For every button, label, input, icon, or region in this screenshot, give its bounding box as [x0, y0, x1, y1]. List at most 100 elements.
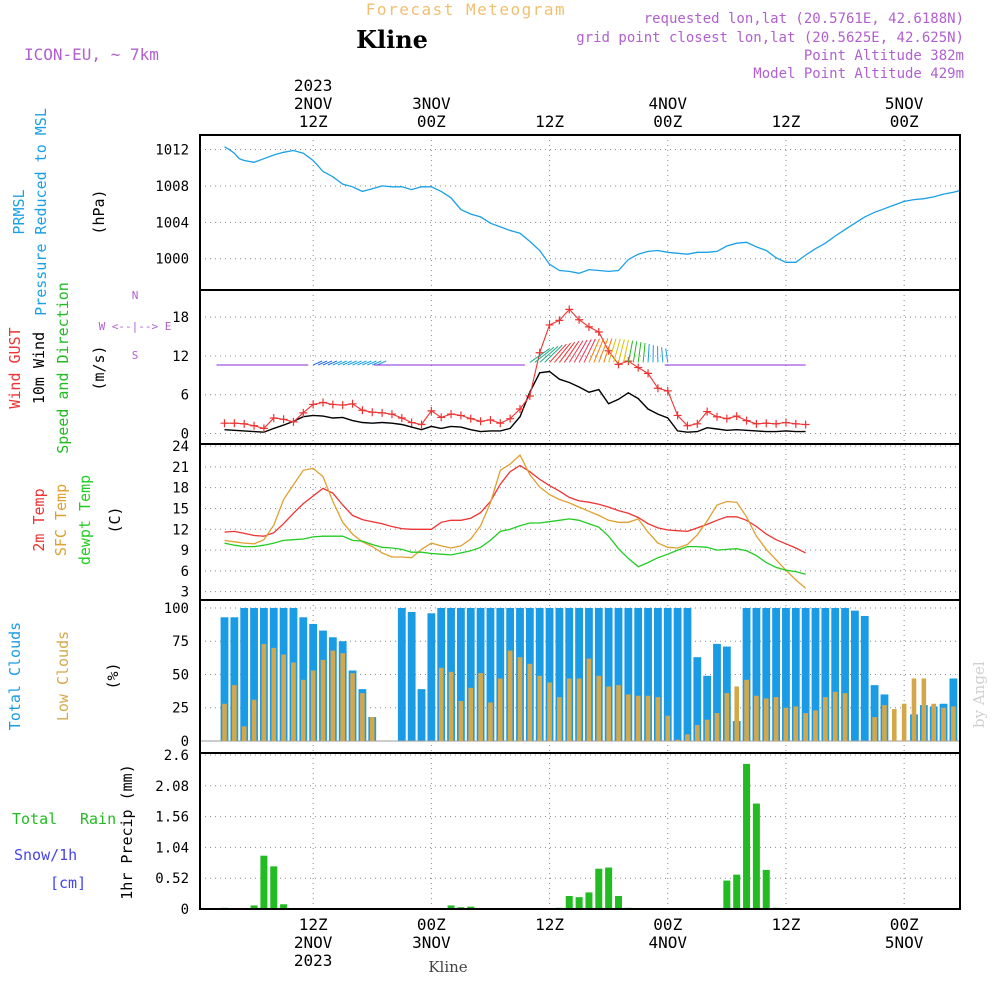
low-cloud-bar — [892, 709, 897, 741]
wind-direction-arrow — [539, 345, 559, 363]
y-tick-label: 9 — [181, 543, 189, 559]
forecast-title: Forecast Meteogram — [366, 0, 566, 19]
precip-axis-title: 1hr Precip (mm) — [118, 764, 136, 899]
wind-direction-arrow — [583, 338, 596, 363]
wind-direction-arrow — [642, 343, 646, 363]
gust-marker — [466, 414, 475, 423]
low-cloud-bar — [951, 706, 956, 741]
legend-rain: Rain — [80, 810, 116, 828]
total-cloud-bar — [397, 607, 406, 741]
total-cloud-bar — [407, 611, 416, 741]
total-cloud-axis-title: Total Clouds — [6, 622, 24, 730]
gust-axis-title: Wind GUST — [6, 327, 24, 408]
total-cloud-bar — [466, 607, 475, 741]
panel-frame — [199, 289, 961, 445]
total-cloud-bar — [782, 607, 790, 741]
gust-marker — [594, 328, 603, 337]
y-tick-label: 1.04 — [155, 840, 189, 856]
total-cloud-bar — [545, 607, 554, 741]
gust-marker — [476, 417, 485, 426]
low-cloud-bar — [941, 707, 946, 741]
precip-bar — [743, 763, 751, 908]
y-tick-label: 50 — [172, 667, 189, 683]
precip-bar — [723, 880, 731, 908]
y-tick-label: 25 — [172, 701, 189, 717]
y-tick-label: 75 — [172, 634, 189, 650]
pressure-axis-subtitle: Pressure Reduced to MSL — [32, 108, 50, 316]
gust-marker — [496, 419, 505, 428]
y-tick-label: 0 — [181, 734, 189, 750]
top-time-label: 00Z — [890, 112, 919, 131]
bottom-time-label: 2023 — [294, 951, 333, 970]
total-cloud-bar — [496, 607, 505, 741]
wind-direction-arrow — [534, 346, 555, 363]
y-tick-label: 3 — [181, 585, 189, 601]
wind-direction-arrow — [559, 341, 576, 363]
precip-bar — [457, 907, 465, 908]
low-cloud-bar — [832, 691, 838, 741]
low-cloud-bar — [586, 658, 592, 741]
gust-marker — [299, 408, 308, 417]
total-cloud-bar — [299, 617, 308, 741]
location-title: Kline — [356, 25, 428, 54]
model-label: ICON-EU, ~ 7km — [24, 45, 159, 64]
top-time-label: 00Z — [653, 112, 682, 131]
low-cloud-bar — [360, 693, 365, 741]
wind-axis-title: 10m Wind — [30, 332, 48, 404]
watermark: by Angel — [970, 661, 988, 728]
wind-direction-arrow — [342, 360, 352, 366]
precip-bar — [260, 855, 268, 908]
wind-direction-arrow — [608, 338, 617, 363]
wind-direction-arrow — [376, 360, 387, 366]
y-tick-label: 1004 — [155, 215, 189, 231]
precip-bar — [221, 907, 228, 908]
wind-direction-arrow — [613, 338, 621, 363]
gust-marker — [791, 419, 800, 428]
wind-direction-arrow — [549, 343, 567, 363]
low-cloud-bar — [911, 678, 917, 741]
low-cloud-bar — [734, 686, 739, 741]
wind-direction-arrow — [317, 360, 328, 366]
bottom-time-label: 12Z — [535, 915, 564, 934]
total-cloud-bar — [220, 617, 229, 741]
low-cloud-bar — [310, 670, 316, 741]
legend-total: Total — [12, 810, 57, 828]
total-cloud-bar — [535, 607, 544, 741]
bottom-time-label: 3NOV — [412, 933, 451, 952]
low-cloud-bar — [872, 717, 877, 741]
low-cloud-bar — [813, 710, 818, 741]
precip-bar — [752, 803, 760, 908]
y-tick-label: 0 — [181, 427, 189, 443]
low-cloud-bar — [448, 671, 454, 741]
temp-axis-title: 2m Temp — [30, 488, 48, 551]
y-tick-label: 2.6 — [164, 748, 189, 764]
wind-direction-arrow — [347, 360, 357, 366]
low-cloud-bar — [291, 662, 296, 741]
gust-marker — [417, 420, 426, 429]
grid-layer — [200, 135, 960, 910]
top-time-label: 12Z — [771, 112, 800, 131]
gust-marker — [437, 413, 446, 422]
wind-direction-arrow — [357, 360, 367, 366]
gust-marker — [525, 392, 534, 401]
low-cloud-bar — [517, 657, 523, 741]
dewpt-axis-title: dewpt Temp — [76, 475, 94, 565]
total-cloud-bar — [703, 675, 712, 741]
wind-direction-arrow — [661, 347, 664, 363]
top-time-label: 2023 — [294, 76, 333, 95]
pressure-line — [224, 146, 959, 274]
low-cloud-bar — [724, 693, 730, 741]
total-cloud-bar — [752, 607, 761, 741]
y-tick-label: 6 — [181, 564, 189, 580]
wind-unit: (m/s) — [90, 345, 108, 390]
total-cloud-bar — [713, 643, 721, 741]
gust-marker — [289, 417, 298, 426]
low-cloud-bar — [458, 701, 464, 741]
total-cloud-bar — [594, 607, 603, 741]
gust-marker — [387, 410, 396, 419]
total-cloud-bar — [240, 607, 249, 741]
cloud-unit: (%) — [104, 662, 122, 689]
gust-marker — [506, 414, 515, 423]
wind-direction-arrow — [529, 348, 551, 363]
